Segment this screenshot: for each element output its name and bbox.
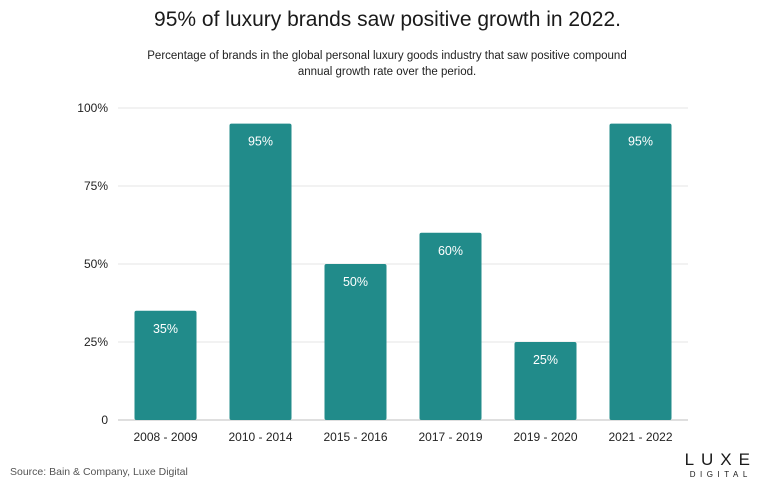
logo-sub-text: DIGITAL (689, 470, 752, 479)
y-tick-label: 0 (101, 413, 108, 427)
chart-title: 95% of luxury brands saw positive growth… (154, 8, 621, 31)
x-tick-label: 2010 - 2014 (228, 430, 292, 444)
logo-main-text: LUXE (684, 450, 757, 469)
bar (134, 310, 197, 420)
source-note: Source: Bain & Company, Luxe Digital (10, 466, 188, 478)
x-tick-label: 2019 - 2020 (513, 430, 577, 444)
bar-value-label: 35% (153, 322, 178, 336)
y-tick-label: 25% (84, 335, 108, 349)
bar (324, 264, 387, 420)
y-tick-label: 50% (84, 257, 108, 271)
bar-value-label: 95% (248, 135, 273, 149)
bar-value-label: 60% (438, 244, 463, 258)
luxe-digital-logo: LUXE DIGITAL (685, 451, 757, 481)
bar (419, 232, 482, 420)
y-tick-label: 100% (77, 101, 108, 115)
bar-value-label: 25% (533, 353, 558, 367)
y-tick-label: 75% (84, 179, 108, 193)
x-tick-label: 2021 - 2022 (608, 430, 672, 444)
chart-subtitle: Percentage of brands in the global perso… (147, 50, 627, 78)
x-tick-label: 2017 - 2019 (418, 430, 482, 444)
bar-value-label: 50% (343, 275, 368, 289)
bar (609, 123, 672, 420)
x-tick-label: 2008 - 2009 (133, 430, 197, 444)
bar (229, 123, 292, 420)
bar (514, 342, 577, 420)
x-tick-label: 2015 - 2016 (323, 430, 387, 444)
bar-value-label: 95% (628, 135, 653, 149)
